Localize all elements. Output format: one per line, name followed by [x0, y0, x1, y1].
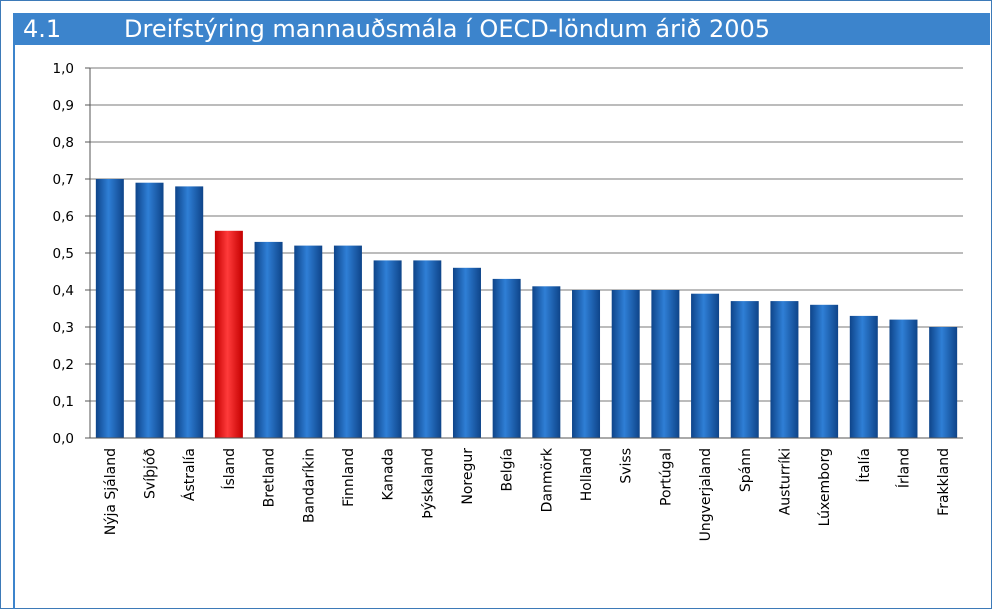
x-tick-label: Frakkland [936, 448, 952, 516]
bar-3 [214, 230, 243, 438]
x-tick-label: Finnland [341, 448, 357, 507]
y-tick-label: 0,9 [53, 98, 74, 114]
bar-6 [333, 245, 362, 438]
x-tick-label: Ástralía [181, 448, 198, 501]
figure-header: 4.1 Dreifstýring mannauðsmála í OECD-lön… [13, 13, 990, 45]
bar-1 [135, 182, 164, 438]
x-tick-label: Holland [579, 448, 595, 501]
y-tick-label: 0,0 [53, 431, 74, 447]
x-tick-label: Belgía [500, 448, 516, 491]
y-tick-label: 0,6 [53, 209, 74, 225]
y-tick-label: 0,7 [53, 172, 74, 188]
bar-12 [572, 290, 601, 438]
x-tick-label: Nýja Sjáland [103, 448, 119, 535]
x-tick-label: Kanada [381, 448, 397, 500]
bar-21 [929, 327, 958, 438]
bar-16 [730, 301, 759, 438]
bar-0 [95, 179, 124, 438]
y-tick-label: 1,0 [53, 61, 74, 77]
figure-title: Dreifstýring mannauðsmála í OECD-löndum … [124, 15, 771, 43]
bar-7 [373, 260, 402, 438]
bar-8 [413, 260, 442, 438]
bar-18 [810, 304, 839, 438]
x-tick-label: Portúgal [658, 448, 674, 506]
bar-4 [254, 241, 283, 438]
x-tick-label: Ísland [221, 448, 238, 490]
y-tick-label: 0,1 [53, 394, 74, 410]
x-axis-labels: Nýja Sjáland Svíþjóð Ástralía Ísland Bretlan… [103, 447, 952, 541]
x-tick-label: Lúxemborg [817, 448, 833, 526]
bar-5 [294, 245, 323, 438]
bars [95, 179, 958, 438]
x-tick-label: Svíþjóð [143, 448, 159, 499]
x-tick-label: Spánn [738, 448, 754, 492]
y-tick-label: 0,4 [53, 283, 74, 299]
bar-13 [611, 290, 640, 438]
figure-number: 4.1 [23, 15, 62, 43]
bar-20 [889, 319, 918, 438]
x-tick-label: Írland [895, 448, 912, 488]
y-tick-label: 0,2 [53, 357, 74, 373]
x-tick-label: Austurríki [777, 448, 793, 515]
y-tick-label: 0,5 [53, 246, 74, 262]
x-tick-label: Ítalía [856, 448, 873, 483]
axes [89, 68, 963, 439]
x-tick-label: Noregur [460, 448, 476, 505]
x-tick-label: Sviss [619, 448, 635, 484]
y-axis-ticks: 0,0 0,1 0,2 0,3 0,4 0,5 0,6 0,7 0,8 0,9 1,0 [53, 61, 74, 447]
y-tick-label: 0,8 [53, 135, 74, 151]
bar-10 [492, 278, 521, 438]
bar-19 [849, 315, 878, 438]
bar-9 [452, 267, 481, 438]
x-tick-label: Danmörk [539, 447, 555, 512]
y-tick-label: 0,3 [53, 320, 74, 336]
bar-17 [770, 301, 799, 438]
x-tick-label: Bandaríkin [301, 448, 317, 523]
bar-15 [691, 293, 720, 438]
x-tick-label: Þýskaland [420, 448, 436, 519]
bar-11 [532, 286, 561, 438]
x-tick-label: Ungverjaland [698, 448, 714, 541]
figure-left-border [13, 13, 15, 609]
x-tick-label: Bretland [262, 448, 278, 507]
bar-2 [175, 186, 204, 438]
bar-14 [651, 290, 680, 438]
